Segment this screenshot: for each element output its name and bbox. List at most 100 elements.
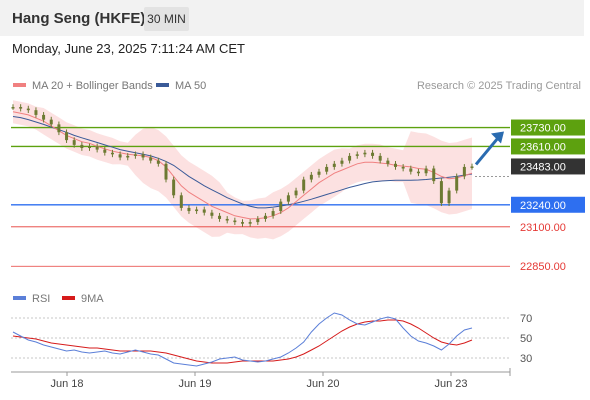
- candle: [126, 155, 130, 158]
- candle: [409, 168, 413, 172]
- ma20-swatch: [13, 83, 26, 88]
- candle: [202, 209, 206, 213]
- candle: [65, 132, 69, 141]
- level-label-target: 23100.00: [520, 222, 566, 234]
- candle: [455, 176, 459, 191]
- ma50-line: [12, 116, 473, 209]
- candle: [80, 144, 84, 149]
- level-box-resistance: [511, 138, 585, 155]
- legend-rsi-label: RSI: [32, 293, 51, 305]
- candle: [439, 181, 443, 204]
- candle: [355, 154, 359, 156]
- candle: [348, 155, 352, 161]
- candle: [432, 168, 436, 182]
- legend-rsi-ma: 9MA: [62, 293, 104, 305]
- projection-arrow-head: [491, 131, 504, 144]
- candle: [386, 160, 390, 164]
- level-box-support: [511, 196, 585, 213]
- candle: [371, 152, 375, 156]
- x-tick-label: Jun 18: [50, 378, 83, 390]
- level-box-resistance: [511, 119, 585, 136]
- candle: [325, 166, 329, 172]
- candle: [187, 207, 191, 212]
- candle: [233, 220, 237, 223]
- candle: [462, 166, 466, 177]
- x-tick-label: Jun 23: [434, 378, 467, 390]
- last-price-label: 23483.00: [520, 161, 566, 173]
- candle: [57, 124, 61, 133]
- level-label-resistance: 23610.00: [520, 141, 566, 153]
- rsi-ma-swatch: [62, 296, 75, 301]
- candle: [34, 110, 38, 115]
- level-last-price: 23483.00: [511, 158, 585, 175]
- candle: [179, 195, 183, 208]
- candle: [271, 211, 275, 216]
- candle: [416, 171, 420, 174]
- candle: [149, 157, 153, 161]
- candle: [19, 107, 23, 109]
- projection-arrow-shaft: [474, 134, 502, 166]
- legend-ma50: MA 50: [156, 80, 206, 92]
- rsi-tick-label: 30: [520, 353, 532, 365]
- rsi-line: [12, 312, 473, 367]
- legend-ma50-label: MA 50: [175, 80, 207, 92]
- candle: [302, 179, 306, 191]
- level-label-support: 23240.00: [520, 200, 566, 212]
- candle: [248, 222, 252, 224]
- candle: [195, 209, 199, 212]
- candle: [72, 140, 76, 145]
- candle: [447, 190, 451, 204]
- candle: [279, 201, 283, 212]
- research-credit: Research © 2025 Trading Central: [416, 80, 581, 92]
- level-label-resistance: 23730.00: [520, 123, 566, 135]
- candle: [164, 163, 168, 180]
- candle: [332, 163, 336, 167]
- rsi-tick-label: 50: [520, 333, 532, 345]
- instrument-title: Hang Seng (HKFE): [12, 10, 146, 27]
- candle: [133, 154, 137, 156]
- candle: [26, 108, 30, 111]
- candle: [378, 155, 382, 161]
- legend-ma20: MA 20 + Bollinger Bands: [13, 80, 153, 92]
- timestamp: Monday, June 23, 2025 7:11:24 AM CET: [12, 41, 245, 56]
- rsi-swatch: [13, 296, 26, 301]
- x-tick-label: Jun 19: [178, 378, 211, 390]
- candle: [156, 160, 160, 164]
- candle: [294, 190, 298, 196]
- candle: [363, 152, 367, 155]
- candle: [263, 215, 267, 219]
- candle: [256, 218, 260, 223]
- candle: [88, 146, 91, 149]
- candle: [172, 179, 176, 196]
- rsi-tick-label: 70: [520, 313, 532, 325]
- candle: [309, 174, 313, 180]
- candle: [49, 119, 53, 125]
- legend-ma20-label: MA 20 + Bollinger Bands: [32, 80, 153, 92]
- candle: [11, 107, 15, 109]
- candle: [225, 218, 229, 221]
- candle: [241, 222, 244, 224]
- candle: [218, 215, 222, 219]
- candle: [286, 195, 290, 202]
- bollinger-band: [13, 100, 472, 240]
- candle: [424, 168, 428, 174]
- candle: [110, 152, 114, 155]
- candle: [340, 160, 344, 164]
- candle: [401, 166, 405, 169]
- rsi-ma-line: [12, 319, 473, 364]
- chart-header: Hang Seng (HKFE) 30 MIN: [0, 0, 584, 36]
- legend-rsi: RSI: [13, 293, 50, 305]
- candle: [103, 149, 107, 153]
- candles: [11, 104, 474, 227]
- candle: [141, 154, 145, 158]
- candle: [317, 171, 321, 175]
- ma50-swatch: [156, 83, 169, 88]
- candle: [118, 154, 122, 158]
- candle: [394, 163, 397, 167]
- timeframe-button[interactable]: 30 MIN: [144, 7, 189, 31]
- candle: [95, 146, 99, 150]
- candle: [210, 212, 214, 216]
- candle: [42, 114, 46, 120]
- legend-rsi-ma-label: 9MA: [81, 293, 104, 305]
